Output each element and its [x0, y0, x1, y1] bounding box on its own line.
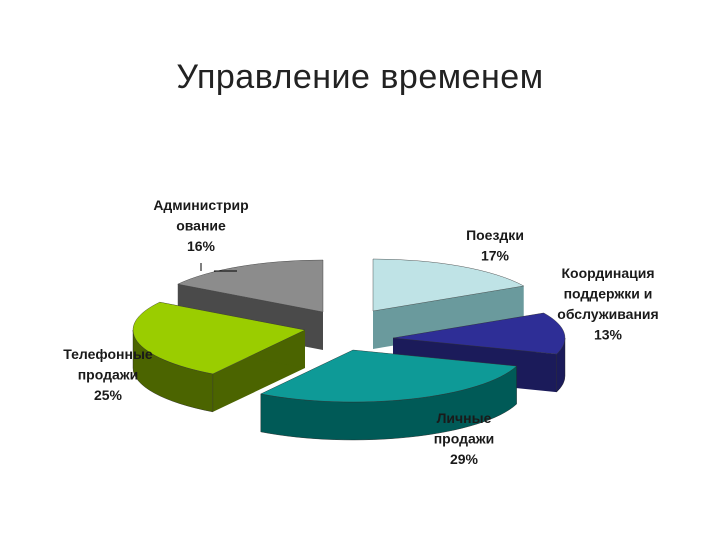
slice-poezdki [372, 258, 525, 349]
leader-lines [200, 263, 237, 272]
slice-poezdki-side-end [373, 285, 524, 349]
slice-lichnye-prodazhi [260, 349, 518, 441]
slide-title: Управление временем [176, 58, 544, 96]
label-koordinatsiya: Координация поддержки и обслуживания 13% [557, 265, 658, 343]
pie-slices [132, 258, 566, 441]
slice-lichnye-prodazhi-top [260, 349, 518, 403]
label-poezdki: Поездки 17% [466, 227, 524, 264]
slice-poezdki-top [372, 258, 525, 312]
label-administrirovanie: Администрир ование 16% [153, 197, 248, 254]
label-lichnye-prodazhi: Личные продажи 29% [434, 410, 495, 467]
slice-administrirovanie-top [177, 259, 324, 313]
slice-koordinatsiya-top [392, 312, 566, 355]
slice-telefonnye-prodazhi-top [132, 301, 306, 375]
pie-labels: Поездки 17% Координация поддержки и обслужив… [63, 197, 658, 467]
slice-telefonnye-prodazhi [132, 301, 306, 413]
label-telefonnye-prodazhi: Телефонные продажи 25% [63, 346, 153, 403]
